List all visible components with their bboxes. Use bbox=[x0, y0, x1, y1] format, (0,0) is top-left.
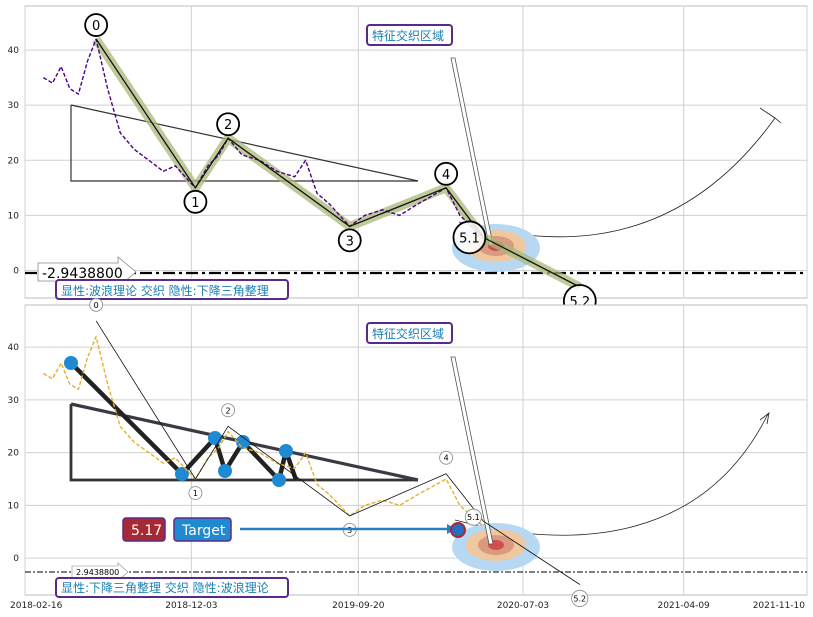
bottom-caption-box bbox=[55, 577, 289, 598]
bottom-wave-label-circle bbox=[464, 508, 482, 526]
top-wave-label: 5.1 bbox=[459, 231, 480, 246]
top-caption-box bbox=[55, 279, 289, 300]
bottom-wave-label: 4 bbox=[444, 454, 449, 463]
badge-target-point bbox=[450, 522, 466, 538]
badge-value-box bbox=[122, 517, 166, 542]
top-wave-label-circle bbox=[84, 13, 109, 37]
bottom-wave-label: 2 bbox=[226, 406, 231, 415]
bottom-y-tick-label: 40 bbox=[8, 343, 20, 353]
bottom-wave-label: 0 bbox=[94, 301, 99, 310]
top-grid bbox=[24, 6, 808, 298]
top-wave-label: 0 bbox=[92, 19, 100, 34]
bottom-wave-label: 3 bbox=[347, 526, 352, 535]
pattern-point bbox=[272, 473, 286, 487]
top-wave-label: 3 bbox=[346, 234, 354, 249]
pattern-point bbox=[64, 356, 78, 370]
top-y-tick-label: 40 bbox=[8, 46, 20, 56]
top-wave-label: 4 bbox=[442, 168, 450, 183]
bottom-y-tick-labels: 0 10 20 30 40 bbox=[8, 343, 20, 564]
top-target-arrowhead bbox=[759, 107, 782, 124]
bottom-wave-path bbox=[95, 320, 581, 585]
pattern-point bbox=[218, 464, 232, 478]
bottom-grid bbox=[24, 305, 808, 595]
pattern-point bbox=[208, 431, 222, 445]
top-wave-label-circle bbox=[183, 189, 208, 214]
bottom-y-tick-label: 0 bbox=[13, 554, 19, 564]
bottom-feature-label-box bbox=[366, 322, 453, 344]
top-triangle-upper bbox=[70, 104, 419, 182]
bottom-wave-label-circle bbox=[439, 450, 454, 465]
bottom-feature-label: 特征交织区域 bbox=[372, 326, 444, 341]
bottom-wave-labels: 0 1 2 3 4 5.1 5.2 bbox=[89, 297, 589, 607]
bottom-y-tick-label: 20 bbox=[8, 449, 20, 459]
bottom-triangle-base bbox=[69, 404, 418, 482]
x-tick-label: 2018-02-16 bbox=[10, 601, 63, 611]
top-price-series bbox=[43, 38, 484, 238]
bottom-price-series bbox=[43, 335, 484, 528]
bottom-feature-pointer bbox=[450, 356, 494, 545]
bottom-plot-frame bbox=[24, 304, 808, 596]
top-y-tick-label: 0 bbox=[13, 266, 19, 276]
bottom-wave-label-circle bbox=[571, 589, 589, 607]
badge-value: 5.17 bbox=[131, 523, 162, 539]
bottom-hline-label: 2.9438800 bbox=[76, 568, 119, 577]
x-tick-label: 2021-11-10 bbox=[753, 601, 806, 611]
pattern-point bbox=[175, 467, 189, 481]
bottom-wave-label-circle bbox=[89, 297, 104, 312]
bottom-y-tick-label: 30 bbox=[8, 396, 20, 406]
x-tick-label: 2021-04-09 bbox=[657, 601, 710, 611]
top-y-tick-label: 30 bbox=[8, 101, 20, 111]
bottom-wave-label-circle bbox=[221, 403, 236, 418]
bottom-caption: 显性:下降三角整理 交织 隐性:波浪理论 bbox=[61, 580, 269, 595]
top-wave-label-circle bbox=[337, 228, 362, 253]
bottom-wave-label-circle bbox=[188, 486, 203, 500]
x-tick-label: 2019-09-20 bbox=[332, 601, 385, 611]
badge-target-box bbox=[173, 517, 232, 542]
bottom-pattern-points bbox=[64, 356, 293, 487]
x-tick-label: 2020-07-03 bbox=[497, 601, 549, 611]
top-wave-label-circle bbox=[452, 220, 487, 255]
top-plot-frame bbox=[24, 5, 808, 299]
top-y-tick-label: 20 bbox=[8, 156, 20, 166]
top-wave-label: 2 bbox=[224, 118, 232, 133]
top-hline-label: -2.9438800 bbox=[42, 266, 123, 282]
top-y-tick-labels: 0 10 20 30 40 bbox=[8, 46, 20, 276]
top-feature-label: 特征交织区域 bbox=[372, 28, 444, 43]
bottom-target-arrowhead bbox=[759, 412, 770, 425]
top-y-tick-label: 10 bbox=[8, 211, 20, 221]
bottom-wave-label: 1 bbox=[193, 489, 198, 498]
top-wave-label-circle bbox=[434, 161, 459, 186]
x-tick-labels: 2018-02-16 2018-12-03 2019-09-20 2020-07-03… bbox=[10, 601, 805, 611]
badge-target: Target bbox=[181, 523, 226, 539]
x-tick-label: 2018-12-03 bbox=[165, 601, 217, 611]
bottom-y-tick-label: 10 bbox=[8, 501, 20, 511]
bottom-wave-label: 5.2 bbox=[573, 594, 586, 603]
top-feature-label-box bbox=[366, 24, 453, 46]
bottom-heat-zone bbox=[452, 523, 540, 571]
top-caption: 显性:波浪理论 交织 隐性:下降三角整理 bbox=[61, 283, 269, 298]
pattern-point bbox=[279, 444, 293, 458]
top-wave-label-circle bbox=[216, 112, 241, 137]
top-triangle-base bbox=[70, 105, 418, 182]
top-wave-label: 1 bbox=[191, 196, 199, 211]
bottom-wave-label: 5.1 bbox=[467, 513, 480, 522]
